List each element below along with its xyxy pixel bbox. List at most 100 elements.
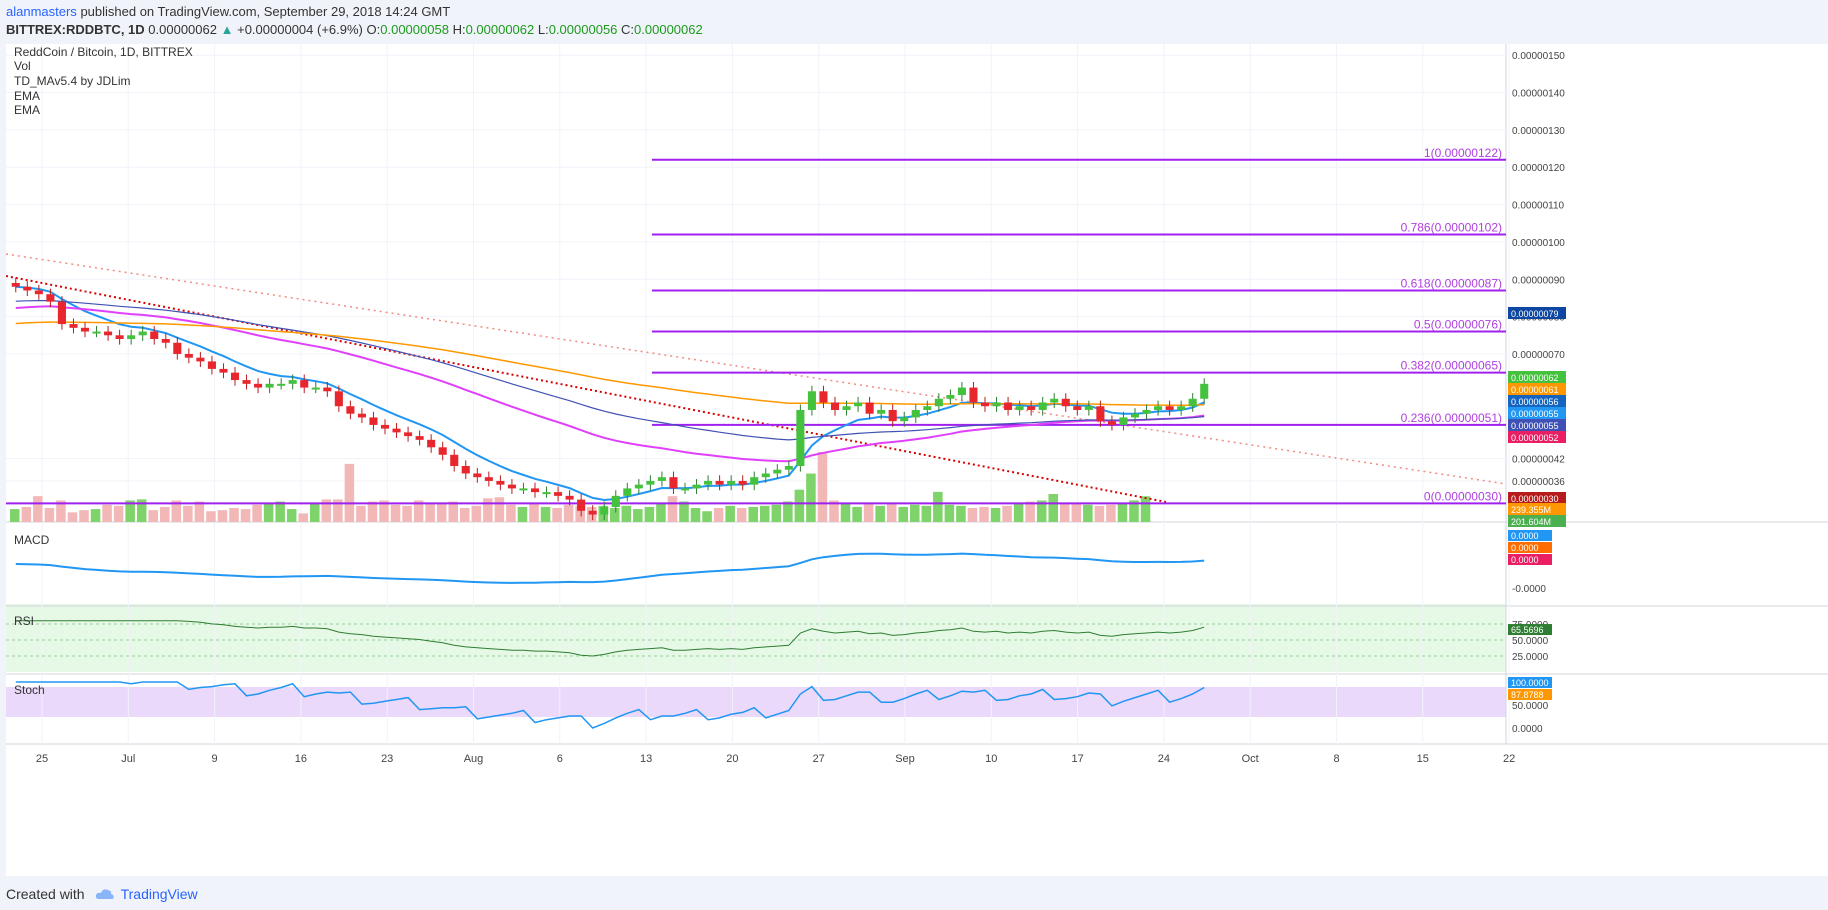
legend-ema-1[interactable]: EMA [14,89,40,103]
candle-body [900,417,909,422]
change-value: +0.00000004 (+6.9%) [237,22,363,37]
price-badge-label: 0.00000061 [1511,385,1559,395]
fib-levels: 1(0.00000122) 0.786(0.00000102) 0.618(0.00… [6,146,1506,505]
volume-bar [33,496,43,522]
y-tick-label: 0.00000090 [1512,275,1565,286]
y-tick-label: 0.00000130 [1512,126,1565,137]
candle-body [323,387,332,392]
candle-body [150,331,159,340]
x-tick-label: 16 [295,753,307,765]
fib-level-label: 0.618(0.00000087) [1401,276,1502,290]
candle-body [1165,406,1174,410]
volume-bar [898,506,908,522]
volume-bar [690,508,701,522]
volume-bar [771,504,782,522]
volume-bar [413,500,424,522]
volume-bar [321,499,332,522]
volume-bar [990,508,1001,522]
stoch-badge-label: 100.0000 [1511,678,1549,688]
volume-bar [425,502,435,522]
candle-body [727,480,736,485]
volume-bar [863,502,874,522]
candle-body [911,409,920,418]
volume-bar [610,508,620,522]
candle-body [23,286,32,291]
price-badge [1508,395,1566,407]
volume-bar [206,511,216,522]
macd-badge-label: 0.0000 [1511,531,1539,541]
price-badge [1508,515,1566,527]
volume-bar [240,509,251,522]
candle-body [819,391,828,403]
candle-body [242,380,251,384]
stoch-tick-label: 50.0000 [1512,701,1549,712]
price-badge-label: 239.355M [1511,505,1551,515]
volume-bar [667,496,678,522]
candle-body [588,510,597,515]
publish-text: published on TradingView.com, September … [80,4,451,19]
time-axis[interactable]: 25 Jul 9 16 23 Aug 6 13 20 27 Sep 10 17 24 Oct 8 15 22 [36,753,1515,765]
fib-level-label: 0.786(0.00000102) [1401,220,1502,234]
stoch-label[interactable]: Stoch [14,683,45,697]
candle-body [1050,398,1059,403]
price-badge [1508,431,1566,443]
volume-bar [125,500,135,522]
volume-bar [333,499,343,522]
volume-bar [748,506,758,522]
candle-body [946,395,955,399]
legend-ema-2[interactable]: EMA [14,103,40,117]
volume-bar [563,504,574,522]
volume-bar [379,500,389,522]
close-value: 0.00000062 [634,22,703,37]
macd-label[interactable]: MACD [14,533,50,547]
trend-line-lower[interactable] [5,275,1167,503]
candle-body [542,492,551,495]
volume-bar [263,502,274,522]
x-tick-label: 23 [381,753,393,765]
volume-bar [194,501,205,522]
volume-bar [56,500,66,522]
candle-body [80,327,90,332]
legend-td-ma[interactable]: TD_MAv5.4 by JDLim [14,74,130,88]
legend-vol[interactable]: Vol [14,59,31,73]
candle-body [92,331,101,334]
candle-body [992,402,1001,407]
chart-svg[interactable]: 1(0.00000122) 0.786(0.00000102) 0.618(0.00… [5,44,1828,876]
chart-area[interactable]: 1(0.00000122) 0.786(0.00000102) 0.618(0.00… [5,44,1828,876]
author-link[interactable]: alanmasters [6,4,77,19]
volume-bar [367,501,378,522]
candle-body [219,368,228,373]
candle-body [34,290,43,295]
rsi-label[interactable]: RSI [14,614,34,628]
volume-bars [10,452,1151,522]
candle-body [623,488,632,496]
price-pane[interactable] [6,44,1506,522]
volume-bar [1048,494,1058,522]
candle-body [184,353,193,358]
x-tick-label: Sep [895,753,915,765]
volume-bar [783,501,793,522]
chart-header: alanmasters published on TradingView.com… [0,0,1828,44]
candle-body [461,465,470,474]
candle-body [646,480,655,485]
x-tick-label: Aug [464,753,484,765]
volume-bar [217,510,228,522]
volume-bar [1025,501,1035,522]
volume-bar [10,509,20,522]
candle-body [577,499,586,511]
volume-bar [794,489,805,522]
last-price: 0.00000062 [148,22,217,37]
volume-bar [113,505,124,522]
trend-line-upper[interactable] [5,253,1507,485]
volume-bar [806,473,816,522]
volume-bar [979,506,989,522]
x-tick-label: 6 [557,753,563,765]
candle-body [450,454,459,466]
volume-bar [171,500,182,522]
tradingview-brand[interactable]: TradingView [95,886,198,902]
rsi-tick-label: 50.0000 [1512,636,1549,647]
volume-bar [875,505,885,522]
price-axis[interactable]: 0.00000150 0.00000140 0.00000130 0.00000120… [1508,51,1566,527]
volume-bar [1083,504,1093,522]
candle-body [1004,402,1013,410]
